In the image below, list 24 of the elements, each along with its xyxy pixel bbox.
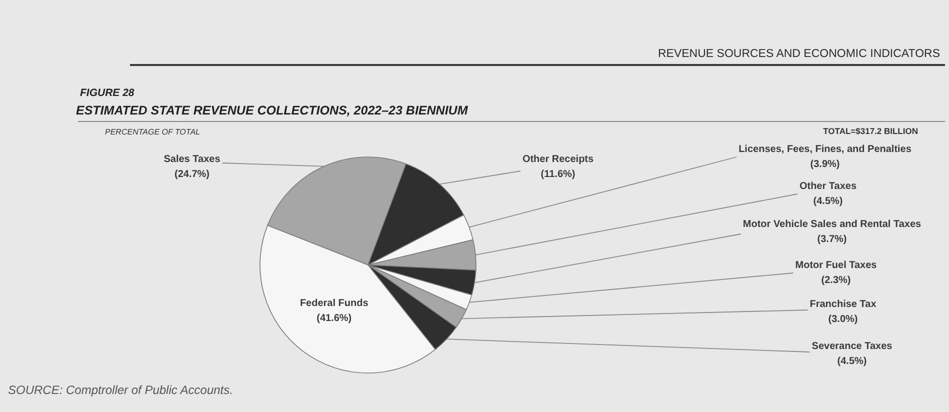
text: TOTAL=$317.2 BILLION	[823, 126, 918, 136]
data-label: (24.7%)	[174, 169, 210, 180]
data-label: (11.6%)	[540, 169, 576, 180]
chart-title: ESTIMATED STATE REVENUE COLLECTIONS, 2022–23 BIENNIUM	[76, 104, 468, 118]
slice-label: Other Receipts	[522, 154, 594, 165]
data-label: (3.9%)	[810, 159, 840, 170]
slice-label: Sales Taxes	[164, 154, 221, 165]
data-label: (4.5%)	[813, 196, 843, 207]
caption: FIGURE 28	[80, 87, 134, 99]
slice-label: Other Taxes	[799, 181, 857, 192]
data-label: (4.5%)	[837, 356, 867, 367]
slice-label: Licenses, Fees, Fines, and Penalties	[738, 144, 912, 155]
data-label: (3.7%)	[817, 234, 847, 245]
data-label: (41.6%)	[316, 312, 352, 324]
slice-label: Federal Funds	[300, 298, 369, 309]
slice-label: Severance Taxes	[812, 341, 893, 352]
slice-label: Franchise Tax	[810, 299, 877, 310]
data-label: (3.0%)	[828, 314, 858, 325]
text: REVENUE SOURCES AND ECONOMIC INDICATORS	[658, 48, 940, 60]
slice-label: Motor Vehicle Sales and Rental Taxes	[742, 219, 922, 230]
data-label: (2.3%)	[821, 275, 851, 286]
source-note: SOURCE: Comptroller of Public Accounts.	[8, 383, 233, 397]
chart-subtitle: PERCENTAGE OF TOTAL	[105, 128, 200, 136]
slice-label: Motor Fuel Taxes	[795, 260, 878, 271]
